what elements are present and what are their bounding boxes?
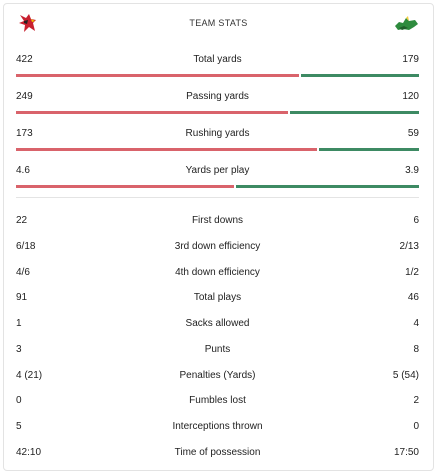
stat-label: First downs bbox=[191, 215, 244, 226]
stat-label: Penalties (Yards) bbox=[179, 369, 256, 381]
away-value: 120 bbox=[402, 91, 419, 102]
comparison-bar bbox=[16, 185, 419, 188]
home-value: 42:10 bbox=[16, 446, 42, 458]
away-value: 3.9 bbox=[405, 165, 419, 176]
home-value: 1 bbox=[16, 318, 22, 329]
stat-label: Fumbles lost bbox=[189, 395, 246, 407]
home-value: 173 bbox=[16, 128, 33, 139]
away-value: 2 bbox=[413, 395, 419, 407]
stat-label: 3rd down efficiency bbox=[174, 240, 261, 252]
cardinal-logo-icon bbox=[19, 14, 36, 32]
home-bar-segment bbox=[16, 74, 299, 77]
away-value: 1/2 bbox=[405, 266, 419, 278]
away-value: 179 bbox=[402, 54, 419, 65]
stat-label: Total yards bbox=[193, 54, 242, 65]
stat-label: Passing yards bbox=[186, 91, 249, 102]
home-bar-segment bbox=[16, 148, 317, 151]
away-value: 0 bbox=[413, 421, 419, 432]
stat-label: Total plays bbox=[193, 292, 242, 304]
away-value: 2/13 bbox=[399, 240, 419, 252]
away-bar-segment bbox=[300, 74, 419, 77]
section-divider bbox=[16, 197, 419, 198]
stat-label: Sacks allowed bbox=[185, 318, 250, 329]
away-value: 8 bbox=[413, 343, 419, 355]
home-bar-segment bbox=[16, 111, 289, 114]
home-value: 0 bbox=[16, 395, 22, 407]
stat-label: 4th down efficiency bbox=[175, 266, 260, 278]
home-value: 5 bbox=[16, 421, 22, 432]
stat-label: Punts bbox=[204, 343, 231, 355]
home-value: 4.6 bbox=[16, 165, 30, 176]
home-bar-segment bbox=[16, 185, 235, 188]
stat-label: Time of possession bbox=[174, 446, 261, 458]
home-value: 3 bbox=[16, 343, 22, 355]
comparison-bar bbox=[16, 74, 419, 77]
hornet-logo-icon bbox=[395, 16, 418, 30]
stat-label: Rushing yards bbox=[185, 128, 250, 139]
away-value: 17:50 bbox=[393, 446, 419, 458]
away-value: 5 (54) bbox=[392, 369, 419, 381]
stat-label: Yards per play bbox=[185, 165, 250, 176]
away-value: 4 bbox=[413, 318, 419, 329]
stat-label: Interceptions thrown bbox=[172, 421, 263, 432]
team-stats-card: TEAM STATS 422 Total yards 179 249 Passing y… bbox=[3, 3, 434, 471]
away-bar-segment bbox=[318, 148, 419, 151]
home-value: 422 bbox=[16, 54, 33, 65]
home-value: 4/6 bbox=[16, 266, 30, 278]
home-value: 22 bbox=[16, 215, 28, 226]
away-value: 59 bbox=[407, 128, 419, 139]
home-value: 91 bbox=[16, 292, 28, 304]
away-bar-segment bbox=[290, 111, 419, 114]
home-value: 6/18 bbox=[16, 240, 36, 252]
away-bar-segment bbox=[236, 185, 419, 188]
away-value: 6 bbox=[413, 215, 419, 226]
home-value: 4 (21) bbox=[16, 369, 43, 381]
comparison-bar bbox=[16, 148, 419, 151]
away-value: 46 bbox=[407, 292, 419, 304]
header-title: TEAM STATS bbox=[189, 18, 248, 28]
home-value: 249 bbox=[16, 91, 33, 102]
team-stats-header: TEAM STATS bbox=[4, 4, 433, 44]
comparison-bar bbox=[16, 111, 419, 114]
